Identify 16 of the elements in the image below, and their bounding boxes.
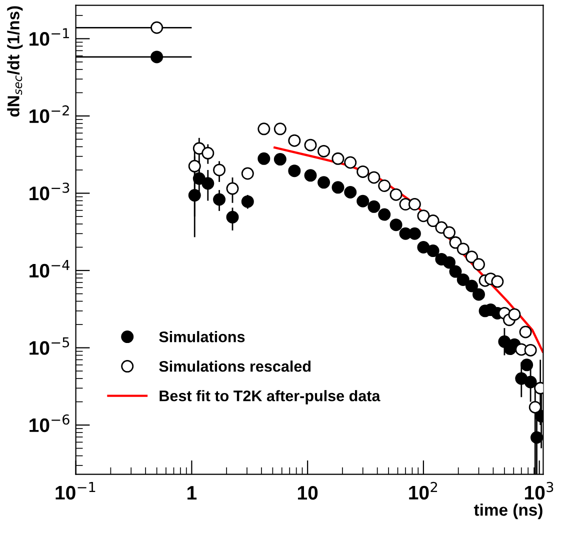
y-tick-label: 10$^{−2}$	[30, 105, 69, 124]
x-tick-label: 10$^{3}$	[525, 482, 554, 500]
legend-label: Best fit to T2K after-pulse data	[160, 390, 380, 404]
y-axis-title: dN$_{sec}$/dt (1/ns)	[7, 6, 23, 117]
x-tick-label: 10$^{2}$	[409, 482, 438, 500]
x-tick-label: 1	[188, 486, 197, 500]
y-tick-label: 10$^{−6}$	[30, 414, 70, 432]
x-tick-label: 10$^{−1}$	[56, 482, 96, 500]
legend-label: Simulations rescaled	[159, 360, 311, 372]
x-tick-label: 10	[298, 486, 318, 500]
y-tick-label: 10$^{−3}$	[30, 182, 70, 200]
x-axis-title: time (ns)	[474, 504, 542, 520]
y-tick-label: 10$^{−4}$	[30, 260, 70, 278]
legend-label: Simulations	[159, 331, 245, 342]
y-tick-label: 10$^{−1}$	[30, 28, 69, 46]
y-tick-label: 10$^{−5}$	[30, 337, 70, 355]
